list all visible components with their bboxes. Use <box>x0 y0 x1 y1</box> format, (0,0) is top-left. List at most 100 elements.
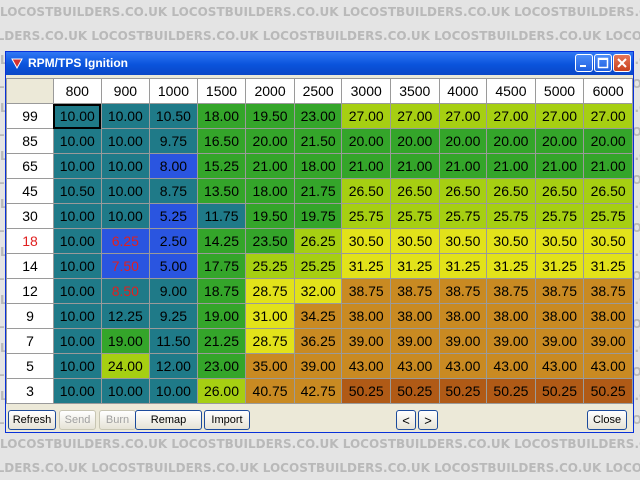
map-cell[interactable]: 6.25 <box>100 228 151 254</box>
map-cell[interactable]: 26.50 <box>583 178 633 204</box>
map-cell[interactable]: 50.25 <box>486 378 536 404</box>
map-cell[interactable]: 19.00 <box>100 328 151 354</box>
map-cell[interactable]: 25.75 <box>438 203 488 229</box>
map-cell[interactable]: 38.00 <box>486 303 536 329</box>
map-cell[interactable]: 43.00 <box>486 353 536 379</box>
map-cell[interactable]: 2.50 <box>149 228 198 254</box>
map-cell[interactable]: 38.75 <box>438 278 488 304</box>
map-cell[interactable]: 10.50 <box>149 103 198 129</box>
map-cell[interactable]: 13.50 <box>196 178 247 204</box>
map-cell[interactable]: 10.00 <box>52 103 102 129</box>
map-cell[interactable]: 12.25 <box>100 303 151 329</box>
map-cell[interactable]: 5.25 <box>149 203 198 229</box>
map-cell[interactable]: 38.75 <box>583 278 633 304</box>
map-cell[interactable]: 20.00 <box>245 128 295 154</box>
map-cell[interactable]: 9.00 <box>149 278 198 304</box>
map-cell[interactable]: 21.75 <box>293 178 343 204</box>
map-cell[interactable]: 31.25 <box>534 253 585 279</box>
map-cell[interactable]: 23.00 <box>196 353 247 379</box>
map-cell[interactable]: 21.00 <box>486 153 536 179</box>
map-cell[interactable]: 38.75 <box>390 278 440 304</box>
map-cell[interactable]: 26.25 <box>293 228 343 254</box>
map-cell[interactable]: 23.50 <box>245 228 295 254</box>
map-cell[interactable]: 15.25 <box>196 153 247 179</box>
map-cell[interactable]: 7.50 <box>100 253 151 279</box>
map-cell[interactable]: 43.00 <box>438 353 488 379</box>
map-cell[interactable]: 27.00 <box>534 103 585 129</box>
map-cell[interactable]: 25.75 <box>390 203 440 229</box>
map-cell[interactable]: 30.50 <box>390 228 440 254</box>
map-cell[interactable]: 30.50 <box>583 228 633 254</box>
map-cell[interactable]: 17.75 <box>196 253 247 279</box>
map-cell[interactable]: 27.00 <box>390 103 440 129</box>
map-cell[interactable]: 18.00 <box>293 153 343 179</box>
map-cell[interactable]: 24.00 <box>100 353 151 379</box>
map-cell[interactable]: 35.00 <box>245 353 295 379</box>
map-cell[interactable]: 27.00 <box>341 103 391 129</box>
send-button[interactable]: Send <box>59 410 96 430</box>
map-cell[interactable]: 10.00 <box>52 228 102 254</box>
map-cell[interactable]: 23.00 <box>293 103 343 129</box>
map-cell[interactable]: 21.00 <box>583 153 633 179</box>
map-cell[interactable]: 39.00 <box>534 328 585 354</box>
map-cell[interactable]: 19.75 <box>293 203 343 229</box>
map-cell[interactable]: 39.00 <box>438 328 488 354</box>
map-cell[interactable]: 38.75 <box>486 278 536 304</box>
map-cell[interactable]: 21.00 <box>390 153 440 179</box>
map-cell[interactable]: 39.00 <box>390 328 440 354</box>
map-cell[interactable]: 39.00 <box>341 328 391 354</box>
map-cell[interactable]: 10.00 <box>52 278 102 304</box>
map-cell[interactable]: 50.25 <box>341 378 391 404</box>
map-cell[interactable]: 20.00 <box>341 128 391 154</box>
map-cell[interactable]: 38.00 <box>438 303 488 329</box>
title-bar[interactable]: RPM/TPS Ignition <box>6 52 633 75</box>
map-cell[interactable]: 34.25 <box>293 303 343 329</box>
map-cell[interactable]: 19.50 <box>245 203 295 229</box>
map-cell[interactable]: 26.50 <box>390 178 440 204</box>
map-cell[interactable]: 31.25 <box>583 253 633 279</box>
map-cell[interactable]: 18.00 <box>245 178 295 204</box>
map-cell[interactable]: 38.00 <box>341 303 391 329</box>
minimize-button[interactable] <box>575 54 593 72</box>
map-cell[interactable]: 42.75 <box>293 378 343 404</box>
map-cell[interactable]: 38.75 <box>534 278 585 304</box>
map-cell[interactable]: 50.25 <box>583 378 633 404</box>
map-cell[interactable]: 32.00 <box>293 278 343 304</box>
map-cell[interactable]: 10.00 <box>52 153 102 179</box>
map-cell[interactable]: 10.00 <box>149 378 198 404</box>
map-cell[interactable]: 11.75 <box>196 203 247 229</box>
map-cell[interactable]: 36.25 <box>293 328 343 354</box>
map-cell[interactable]: 10.00 <box>52 203 102 229</box>
map-cell[interactable]: 18.00 <box>196 103 247 129</box>
map-cell[interactable]: 20.00 <box>390 128 440 154</box>
map-cell[interactable]: 18.75 <box>196 278 247 304</box>
map-cell[interactable]: 31.25 <box>438 253 488 279</box>
map-cell[interactable]: 10.00 <box>52 128 102 154</box>
map-cell[interactable]: 19.50 <box>245 103 295 129</box>
map-cell[interactable]: 25.75 <box>486 203 536 229</box>
map-cell[interactable]: 25.75 <box>341 203 391 229</box>
map-cell[interactable]: 38.00 <box>534 303 585 329</box>
refresh-button[interactable]: Refresh <box>8 410 56 430</box>
map-cell[interactable]: 8.00 <box>149 153 198 179</box>
map-cell[interactable]: 20.00 <box>534 128 585 154</box>
map-cell[interactable]: 10.00 <box>100 178 151 204</box>
map-cell[interactable]: 21.00 <box>245 153 295 179</box>
map-cell[interactable]: 43.00 <box>390 353 440 379</box>
map-cell[interactable]: 31.25 <box>486 253 536 279</box>
map-cell[interactable]: 40.75 <box>245 378 295 404</box>
remap-button[interactable]: Remap <box>135 410 202 430</box>
map-cell[interactable]: 9.75 <box>149 128 198 154</box>
map-cell[interactable]: 26.00 <box>196 378 247 404</box>
map-cell[interactable]: 30.50 <box>341 228 391 254</box>
map-cell[interactable]: 38.00 <box>583 303 633 329</box>
map-cell[interactable]: 20.00 <box>486 128 536 154</box>
burn-button[interactable]: Burn <box>99 410 136 430</box>
map-cell[interactable]: 25.75 <box>583 203 633 229</box>
map-cell[interactable]: 50.25 <box>534 378 585 404</box>
map-cell[interactable]: 20.00 <box>438 128 488 154</box>
map-cell[interactable]: 5.00 <box>149 253 198 279</box>
map-cell[interactable]: 39.00 <box>486 328 536 354</box>
map-cell[interactable]: 43.00 <box>341 353 391 379</box>
map-cell[interactable]: 39.00 <box>293 353 343 379</box>
